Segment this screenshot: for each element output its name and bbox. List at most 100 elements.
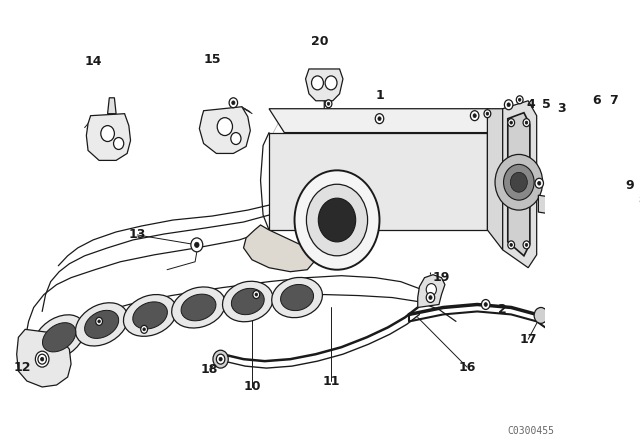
Circle shape <box>510 243 513 246</box>
Circle shape <box>96 318 102 325</box>
Text: 8: 8 <box>639 194 640 207</box>
Circle shape <box>534 307 548 323</box>
Polygon shape <box>200 107 250 154</box>
Text: 12: 12 <box>14 361 31 374</box>
Circle shape <box>525 243 528 246</box>
Circle shape <box>484 110 491 118</box>
Circle shape <box>141 325 148 333</box>
Circle shape <box>100 125 115 142</box>
Circle shape <box>426 284 436 296</box>
Polygon shape <box>17 329 71 387</box>
Circle shape <box>216 354 225 364</box>
Circle shape <box>504 164 534 200</box>
Text: 7: 7 <box>609 94 618 107</box>
Circle shape <box>307 184 367 256</box>
Ellipse shape <box>172 287 225 328</box>
Circle shape <box>525 121 528 124</box>
Text: 20: 20 <box>311 34 329 47</box>
Circle shape <box>143 328 145 331</box>
Polygon shape <box>502 101 537 268</box>
Text: 9: 9 <box>626 179 634 192</box>
Polygon shape <box>305 69 343 101</box>
Text: 1: 1 <box>375 89 384 102</box>
Polygon shape <box>508 113 530 256</box>
Circle shape <box>504 100 513 110</box>
Text: C0300455: C0300455 <box>507 426 554 436</box>
Circle shape <box>484 302 487 306</box>
Circle shape <box>426 293 435 302</box>
Ellipse shape <box>272 277 323 318</box>
Circle shape <box>231 133 241 145</box>
Circle shape <box>481 300 490 310</box>
Circle shape <box>318 198 356 242</box>
Text: 4: 4 <box>526 98 535 111</box>
Polygon shape <box>244 225 316 271</box>
Ellipse shape <box>33 315 85 360</box>
Circle shape <box>564 203 573 213</box>
Ellipse shape <box>132 302 168 329</box>
Text: 13: 13 <box>129 228 146 241</box>
Ellipse shape <box>42 323 76 352</box>
Text: 5: 5 <box>541 98 550 111</box>
Circle shape <box>219 357 222 361</box>
Circle shape <box>508 119 515 127</box>
Circle shape <box>35 351 49 367</box>
Ellipse shape <box>84 310 118 338</box>
Circle shape <box>325 100 332 108</box>
Circle shape <box>523 119 530 127</box>
Circle shape <box>516 96 523 104</box>
Text: 16: 16 <box>458 361 476 374</box>
Circle shape <box>213 350 228 368</box>
Ellipse shape <box>223 281 273 322</box>
Circle shape <box>378 117 381 121</box>
Text: 6: 6 <box>592 94 600 107</box>
Circle shape <box>38 354 47 364</box>
Circle shape <box>375 114 384 124</box>
Circle shape <box>40 357 44 361</box>
Text: 17: 17 <box>520 333 537 346</box>
Text: 2: 2 <box>499 303 507 316</box>
Circle shape <box>508 241 515 249</box>
Circle shape <box>294 170 380 270</box>
Circle shape <box>495 155 543 210</box>
Text: 18: 18 <box>201 362 218 375</box>
Polygon shape <box>269 109 502 133</box>
Ellipse shape <box>280 284 314 310</box>
Text: 19: 19 <box>433 271 450 284</box>
Circle shape <box>191 238 203 252</box>
Text: 10: 10 <box>243 380 260 393</box>
Circle shape <box>327 102 330 105</box>
Ellipse shape <box>181 294 216 321</box>
Circle shape <box>229 98 237 108</box>
Circle shape <box>538 181 541 185</box>
Circle shape <box>113 138 124 150</box>
Circle shape <box>473 114 476 117</box>
Circle shape <box>523 241 530 249</box>
Polygon shape <box>108 98 116 114</box>
Polygon shape <box>538 195 558 215</box>
Circle shape <box>195 242 199 247</box>
Polygon shape <box>488 109 502 250</box>
Circle shape <box>518 98 521 101</box>
Circle shape <box>510 172 527 192</box>
Circle shape <box>98 320 100 323</box>
Ellipse shape <box>76 303 128 346</box>
Circle shape <box>507 103 510 107</box>
Circle shape <box>535 178 543 188</box>
Circle shape <box>429 296 432 299</box>
Polygon shape <box>418 275 445 307</box>
Circle shape <box>255 293 257 296</box>
Ellipse shape <box>232 289 264 314</box>
Circle shape <box>312 76 323 90</box>
Circle shape <box>232 101 235 105</box>
Circle shape <box>253 291 260 298</box>
Circle shape <box>470 111 479 121</box>
Circle shape <box>486 112 489 115</box>
Circle shape <box>217 118 232 136</box>
Text: 11: 11 <box>323 375 340 388</box>
Ellipse shape <box>124 294 177 336</box>
Polygon shape <box>269 133 488 230</box>
Text: 15: 15 <box>204 52 221 65</box>
Text: 3: 3 <box>557 102 566 115</box>
Text: 14: 14 <box>84 55 102 68</box>
